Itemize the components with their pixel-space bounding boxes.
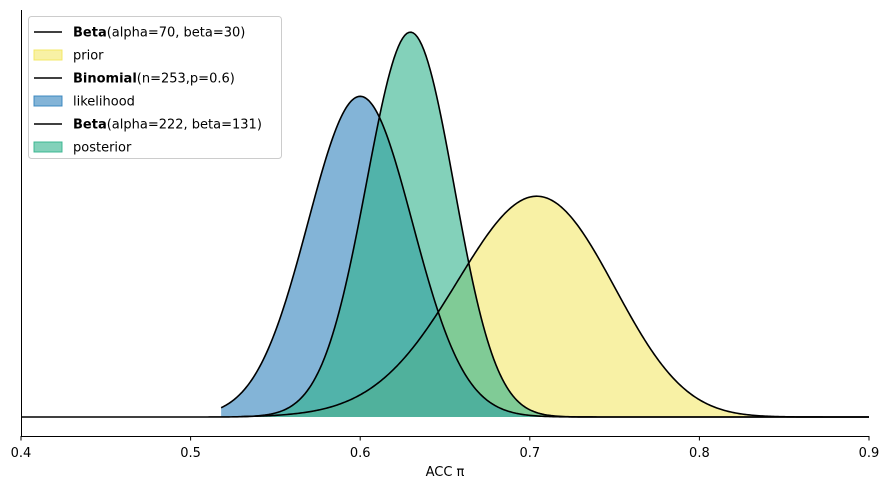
x-axis-label: ACC π	[426, 465, 465, 480]
legend-frame	[28, 16, 282, 159]
legend-distribution-params: (alpha=222, beta=131)	[107, 118, 262, 133]
legend-distribution-params: (n=253,p=0.6)	[137, 72, 235, 87]
legend-label-likelihood-distribution: Binomial(n=253,p=0.6)	[73, 72, 235, 87]
posterior-fill-area	[21, 32, 869, 417]
legend-label-prior-distribution: Beta(alpha=70, beta=30)	[73, 26, 245, 41]
density-fills	[21, 32, 870, 417]
prior-density-line	[241, 195, 869, 418]
density-lines	[21, 31, 869, 418]
x-tick-label: 0.6	[350, 446, 371, 461]
legend-patch-prior	[33, 49, 63, 61]
x-tick-label: 0.4	[11, 446, 32, 461]
legend-label-posterior: posterior	[73, 141, 132, 156]
x-tick-label: 0.9	[859, 446, 880, 461]
legend-label-posterior-distribution: Beta(alpha=222, beta=131)	[73, 118, 262, 133]
legend-label-likelihood: likelihood	[73, 95, 135, 110]
x-tick-label: 0.7	[519, 446, 540, 461]
legend-distribution-name: Binomial	[73, 72, 137, 87]
x-ticks: 0.4 0.5 0.6 0.7 0.8 0.9	[11, 436, 880, 461]
x-tick-label: 0.8	[689, 446, 710, 461]
legend-patch-posterior	[33, 141, 63, 153]
legend-distribution-name: Beta	[73, 118, 107, 133]
prior-fill-area	[241, 196, 870, 417]
legend-label-prior: prior	[73, 49, 104, 64]
x-tick-label: 0.5	[180, 446, 201, 461]
legend: Beta(alpha=70, beta=30)priorBinomial(n=2…	[28, 16, 282, 159]
legend-distribution-params: (alpha=70, beta=30)	[107, 26, 246, 41]
posterior-density-line	[21, 31, 869, 418]
legend-patch-likelihood	[33, 95, 63, 107]
legend-distribution-name: Beta	[73, 26, 107, 41]
